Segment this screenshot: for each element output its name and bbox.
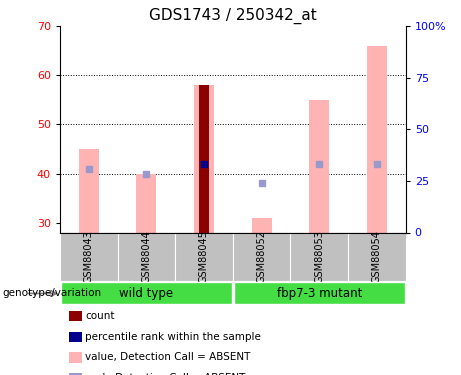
Bar <box>61 282 231 304</box>
Text: count: count <box>85 311 115 321</box>
Bar <box>118 232 175 281</box>
Bar <box>175 232 233 281</box>
Bar <box>60 232 118 281</box>
Bar <box>136 174 156 232</box>
Bar <box>194 85 214 232</box>
Text: GSM88054: GSM88054 <box>372 230 382 284</box>
Bar <box>79 149 99 232</box>
Bar <box>290 232 348 281</box>
Bar <box>234 282 405 304</box>
Text: rank, Detection Call = ABSENT: rank, Detection Call = ABSENT <box>85 373 246 375</box>
Bar <box>199 85 209 232</box>
Text: GSM88045: GSM88045 <box>199 230 209 284</box>
Text: fbp7-3 mutant: fbp7-3 mutant <box>277 287 362 300</box>
Title: GDS1743 / 250342_at: GDS1743 / 250342_at <box>149 7 317 24</box>
Bar <box>233 232 290 281</box>
Text: GSM88044: GSM88044 <box>142 231 151 283</box>
Text: percentile rank within the sample: percentile rank within the sample <box>85 332 261 342</box>
Text: GSM88043: GSM88043 <box>84 231 94 283</box>
Text: GSM88052: GSM88052 <box>257 230 266 284</box>
Text: genotype/variation: genotype/variation <box>2 288 101 298</box>
Text: wild type: wild type <box>119 287 173 300</box>
Bar <box>348 232 406 281</box>
Text: GSM88053: GSM88053 <box>314 230 324 284</box>
Bar <box>252 218 272 232</box>
Bar <box>309 100 329 232</box>
Text: value, Detection Call = ABSENT: value, Detection Call = ABSENT <box>85 352 251 362</box>
Bar <box>367 46 387 232</box>
